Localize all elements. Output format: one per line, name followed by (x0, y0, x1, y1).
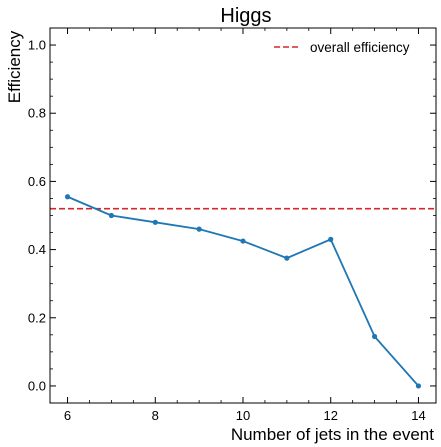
y-tick-label: 0.6 (28, 174, 46, 189)
chart-title: Higgs (220, 5, 271, 27)
y-tick-label: 1.0 (28, 38, 46, 53)
axis-ticks (50, 27, 436, 404)
x-axis-label: Number of jets in the event (231, 425, 434, 444)
data-point (240, 238, 246, 244)
data-point (328, 236, 334, 242)
x-tick-label: 12 (323, 408, 337, 423)
y-tick-label: 0.0 (28, 378, 46, 393)
y-tick-label: 0.2 (28, 310, 46, 325)
y-axis-label: Efficiency (5, 30, 24, 103)
efficiency-line (67, 195, 420, 387)
data-point (108, 212, 115, 219)
x-tick-label: 10 (236, 408, 250, 423)
data-series (64, 194, 422, 389)
data-point (64, 194, 71, 200)
data-point (415, 383, 422, 389)
x-tick-label: 14 (411, 408, 425, 423)
y-tick-label: 0.4 (28, 242, 46, 257)
legend-label-overall-efficiency: overall efficiency (310, 40, 410, 55)
data-point (196, 226, 202, 232)
data-point (284, 255, 290, 261)
y-tick-label: 0.8 (28, 106, 46, 121)
data-point (152, 219, 158, 225)
x-tick-label: 8 (152, 408, 159, 423)
x-tick-label: 6 (64, 408, 71, 423)
data-point (371, 333, 378, 340)
legend: overall efficiency (274, 40, 410, 55)
plot-frame (49, 27, 437, 404)
tick-labels: 6 8 10 12 14 0.0 0.2 0.4 0.6 0.8 1.0 (28, 38, 426, 423)
